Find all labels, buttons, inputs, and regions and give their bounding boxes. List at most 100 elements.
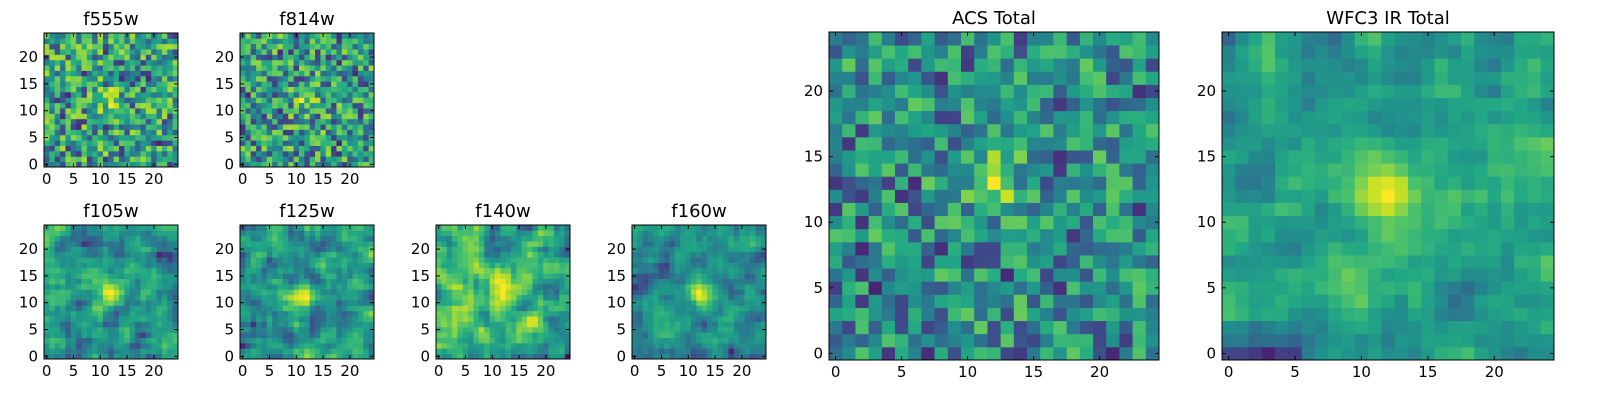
heatmap-cell: [54, 38, 61, 45]
heatmap-cell: [277, 75, 284, 82]
heatmap-cell: [156, 283, 163, 290]
heatmap-cell: [161, 118, 168, 125]
heatmap-cell: [161, 332, 168, 338]
heatmap-cell: [648, 246, 654, 253]
heatmap-cell: [245, 54, 252, 61]
heatmap-cell: [1132, 58, 1147, 72]
heatmap-cell: [881, 281, 896, 295]
heatmap-cell: [653, 294, 660, 301]
heatmap-cell: [76, 129, 82, 136]
heatmap-cell: [135, 267, 141, 274]
heatmap-cell: [129, 332, 136, 338]
heatmap-cell: [49, 326, 56, 333]
heatmap-cell: [167, 326, 174, 333]
heatmap-cell: [1079, 163, 1094, 177]
heatmap-cell: [532, 316, 539, 322]
heatmap-cell: [76, 145, 82, 152]
heatmap-cell: [92, 316, 98, 322]
heatmap-cell: [140, 225, 147, 231]
heatmap-cell: [553, 225, 560, 231]
heatmap-cell: [304, 316, 311, 322]
heatmap-cell: [288, 225, 294, 231]
heatmap-cell: [151, 310, 157, 317]
heatmap-cell: [288, 326, 294, 333]
heatmap-cell: [293, 316, 300, 322]
heatmap-cell: [1027, 333, 1041, 348]
heatmap-cell: [1421, 320, 1435, 335]
heatmap-cell: [749, 230, 756, 237]
heatmap-cell: [309, 289, 316, 296]
heatmap-cell: [76, 161, 82, 168]
heatmap-cell: [712, 326, 719, 333]
heatmap-cell: [347, 289, 353, 296]
heatmap-cell: [156, 300, 163, 306]
heatmap-cell: [113, 33, 120, 39]
heatmap-cell: [637, 230, 644, 237]
heatmap-cell: [658, 262, 665, 269]
heatmap-cell: [124, 300, 131, 306]
heatmap-cell: [934, 163, 949, 177]
heatmap-cell: [1027, 163, 1041, 177]
heatmap-cell: [1079, 71, 1094, 85]
heatmap-cell: [135, 326, 141, 333]
axes-frame: [239, 32, 375, 168]
heatmap-cell: [140, 267, 147, 274]
heatmap-cell: [277, 38, 284, 45]
axes-frame: [435, 224, 571, 360]
heatmap-cell: [489, 246, 496, 253]
heatmap-cell: [293, 348, 300, 355]
heatmap-cell: [44, 156, 50, 163]
heatmap-cell: [145, 332, 152, 338]
heatmap-cell: [140, 161, 147, 168]
heatmap-cell: [108, 289, 115, 296]
heatmap-cell: [54, 113, 61, 120]
heatmap-cell: [304, 273, 311, 279]
heatmap-cell: [282, 150, 289, 157]
heatmap-cell: [145, 225, 152, 231]
heatmap-cell: [129, 257, 136, 263]
heatmap-cell: [707, 257, 713, 263]
heatmap-cell: [97, 332, 104, 338]
heatmap-cell: [245, 283, 252, 290]
heatmap-cell: [473, 337, 480, 344]
heatmap-cell: [744, 246, 751, 253]
heatmap-cell: [347, 321, 353, 328]
heatmap-cell: [462, 326, 469, 333]
heatmap-cell: [637, 348, 644, 355]
heatmap-cell: [76, 49, 82, 55]
heatmap-cell: [921, 241, 935, 256]
heatmap-cell: [86, 86, 93, 93]
heatmap-cell: [696, 332, 703, 338]
heatmap-cell: [113, 59, 120, 66]
heatmap-cell: [1145, 241, 1160, 256]
heatmap-cell: [1027, 268, 1041, 282]
heatmap-cell: [895, 333, 909, 348]
heatmap-cell: [97, 257, 104, 263]
heatmap-cell: [108, 97, 115, 104]
heatmap-cell: [749, 267, 756, 274]
heatmap-cell: [97, 38, 104, 45]
heatmap-cell: [288, 140, 294, 146]
heatmap-cell: [1500, 294, 1515, 308]
heatmap-cell: [532, 278, 539, 285]
heatmap-cell: [717, 273, 724, 279]
heatmap-cell: [357, 118, 364, 125]
heatmap-cell: [1487, 228, 1502, 243]
heatmap-cell: [65, 257, 72, 263]
heatmap-cell: [363, 257, 370, 263]
heatmap-cell: [320, 59, 327, 66]
heatmap-cell: [441, 257, 448, 263]
heatmap-cell: [1106, 320, 1120, 335]
heatmap-cell: [140, 140, 147, 146]
heatmap-cell: [452, 289, 458, 296]
heatmap-cell: [739, 230, 745, 237]
heatmap-cell: [336, 70, 343, 77]
heatmap-cell: [341, 97, 348, 104]
heatmap-cell: [92, 91, 98, 98]
heatmap-cell: [1527, 346, 1542, 361]
heatmap-cell: [1027, 123, 1041, 138]
heatmap-cell: [266, 321, 273, 328]
heatmap-cell: [92, 38, 98, 45]
heatmap-cell: [1514, 241, 1528, 256]
heatmap-cell: [1461, 320, 1475, 335]
